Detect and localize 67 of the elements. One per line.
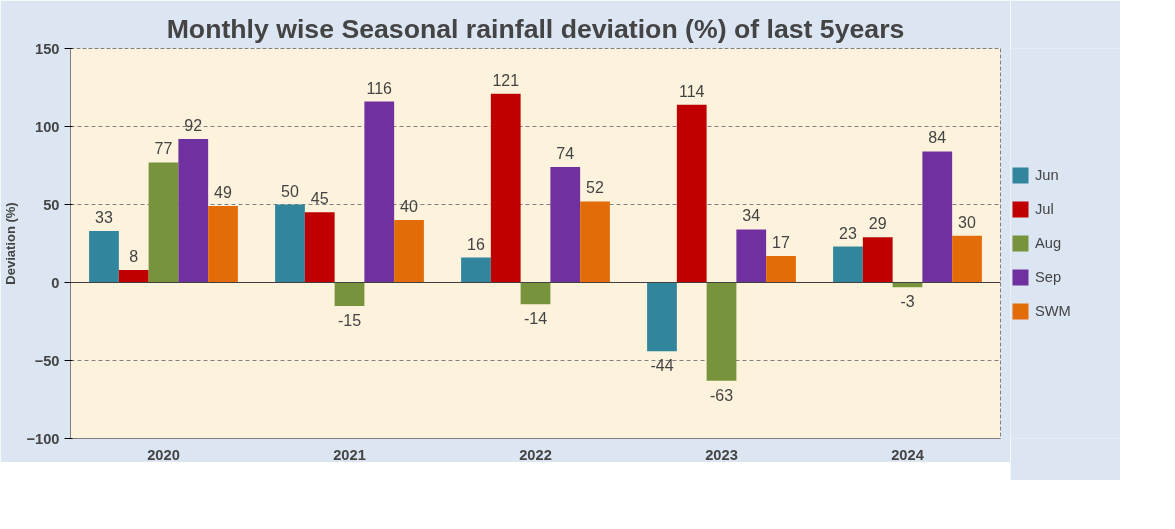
x-tick-label: 2020 xyxy=(147,446,180,463)
x-tick-label: 2023 xyxy=(705,446,738,463)
data-label: 116 xyxy=(366,79,393,97)
data-label: 49 xyxy=(214,184,233,202)
bar xyxy=(334,282,365,306)
y-tick-label: 150 xyxy=(35,40,60,57)
bar xyxy=(520,282,551,305)
data-label: 52 xyxy=(586,179,605,197)
data-label: 17 xyxy=(772,233,791,251)
bar xyxy=(364,101,395,283)
data-label: 16 xyxy=(467,235,485,253)
data-label: 121 xyxy=(492,71,520,89)
data-label: 45 xyxy=(310,190,329,208)
bar xyxy=(706,282,737,381)
data-label: -63 xyxy=(709,386,734,404)
legend-label: SWM xyxy=(1035,303,1071,319)
data-label: 34 xyxy=(742,207,761,225)
bar xyxy=(118,270,149,283)
y-tick-label: 100 xyxy=(35,118,60,135)
x-tick-label: 2022 xyxy=(519,446,552,463)
bar xyxy=(461,257,491,283)
y-tick-label: 0 xyxy=(51,274,60,291)
data-label: -3 xyxy=(900,293,915,311)
bar xyxy=(952,235,982,283)
bar xyxy=(490,93,521,283)
legend-label: Jun xyxy=(1035,167,1059,183)
bar xyxy=(676,104,707,283)
data-label: 92 xyxy=(184,116,203,134)
bar xyxy=(647,282,677,352)
bar xyxy=(394,220,424,283)
data-label: 30 xyxy=(958,213,977,231)
data-label: 77 xyxy=(154,140,173,158)
data-label: 74 xyxy=(556,145,575,163)
data-label: 40 xyxy=(400,198,419,216)
legend-label: Aug xyxy=(1035,235,1062,251)
bar xyxy=(550,167,581,283)
legend-label: Sep xyxy=(1035,269,1062,285)
bar xyxy=(833,246,863,283)
y-axis-title: Deviation (%) xyxy=(3,202,19,285)
data-label: -44 xyxy=(650,357,674,375)
chart-title: Monthly wise Seasonal rainfall deviation (%) of last 5years xyxy=(166,13,905,44)
legend-label: Jul xyxy=(1035,201,1055,217)
data-label: 114 xyxy=(678,82,705,100)
data-label: 33 xyxy=(95,209,113,227)
data-label: 29 xyxy=(868,215,887,233)
bar xyxy=(862,237,893,283)
data-label: 23 xyxy=(839,224,857,242)
y-tick-label: −50 xyxy=(34,352,60,369)
data-label: 84 xyxy=(928,129,947,147)
x-tick-label: 2021 xyxy=(333,446,366,463)
bar xyxy=(275,204,305,283)
bar xyxy=(178,138,209,283)
bar xyxy=(208,206,238,283)
bar xyxy=(304,212,335,283)
y-tick-label: 50 xyxy=(43,196,60,213)
data-label: -14 xyxy=(523,310,548,328)
bar xyxy=(580,201,610,283)
bar xyxy=(766,255,796,283)
bar xyxy=(922,151,953,283)
data-label: 8 xyxy=(129,248,139,266)
data-label: -15 xyxy=(337,311,362,329)
bar xyxy=(89,231,119,283)
bar xyxy=(736,229,767,283)
y-tick-label: −100 xyxy=(26,430,60,447)
bar xyxy=(148,162,179,283)
data-label: 50 xyxy=(281,182,299,200)
x-tick-label: 2024 xyxy=(891,446,925,463)
